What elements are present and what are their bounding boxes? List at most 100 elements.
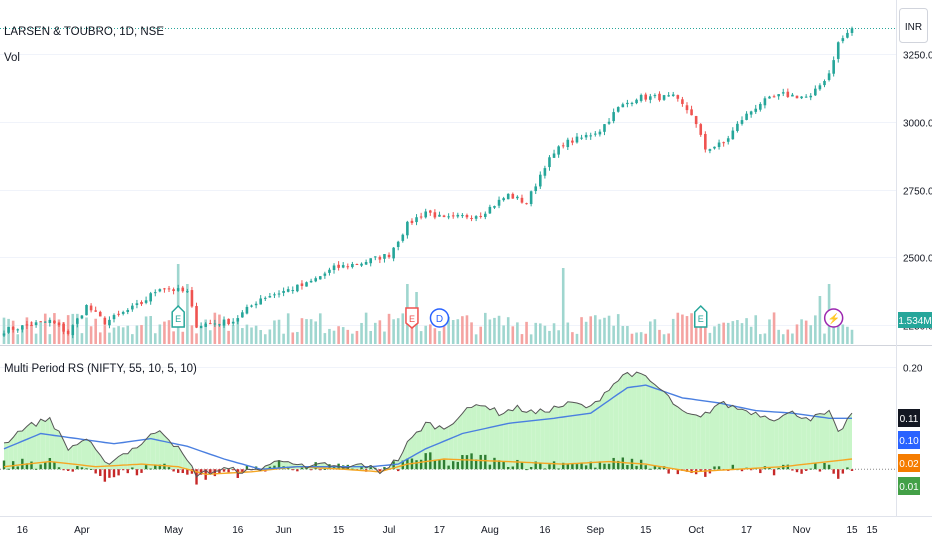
volume-bar [186, 284, 189, 344]
volume-bar [598, 319, 602, 344]
histogram-bar [209, 469, 212, 473]
candle-body [561, 145, 565, 147]
histogram-bar [158, 464, 162, 470]
volume-bar [53, 313, 56, 344]
candle-body [131, 305, 134, 310]
candle-body [814, 88, 817, 96]
histogram-bar [584, 465, 588, 470]
histogram-bar [48, 458, 52, 470]
candle-body [149, 293, 152, 302]
rs-fill-segment [169, 440, 174, 470]
histogram-bar [759, 469, 762, 474]
event-marker-earnings[interactable]: E [693, 304, 708, 328]
candle-body [94, 310, 97, 312]
event-marker-dividend[interactable]: D [429, 308, 450, 328]
candle-body [539, 174, 542, 187]
candle-body [300, 283, 304, 286]
rs-fill-segment [622, 372, 628, 470]
volume-bar [57, 319, 61, 344]
histogram-bar [823, 462, 826, 470]
rs-fill-segment [581, 404, 587, 470]
indicator-axis[interactable]: 0.20 0.11 0.10 0.02 0.01 [898, 364, 923, 496]
time-axis[interactable]: 16 Apr May 16 Jun 15 Jul 17 Aug 16 Sep 15 Oct 17 Nov 15… [17, 525, 878, 536]
volume-label[interactable]: Vol [4, 52, 20, 64]
volume-bar [337, 326, 340, 344]
histogram-bar [2, 460, 6, 470]
event-markers[interactable]: E E D E ⚡ [171, 304, 844, 329]
volume-bar [250, 327, 253, 344]
candle-body [158, 289, 162, 292]
event-marker-earnings[interactable]: E [171, 304, 185, 328]
last-value-badge-bg [898, 409, 920, 427]
volume-bar [465, 315, 469, 344]
time-tick-label: Jul [383, 525, 396, 536]
volume-bar [419, 331, 423, 344]
candle-body [520, 197, 524, 203]
volume-bar [163, 321, 166, 344]
candle-body [62, 323, 65, 332]
candle-body [676, 95, 680, 99]
candle-body [768, 96, 771, 99]
candle-body [406, 221, 409, 236]
candle-body [681, 99, 684, 104]
volume-bar [791, 333, 794, 344]
candle-body [534, 186, 538, 192]
histogram-bar [378, 469, 382, 473]
indicator-title[interactable]: Multi Period RS (NIFTY, 55, 10, 5, 10) [4, 363, 197, 375]
candle-body [89, 305, 93, 311]
rs-fill-segment [45, 417, 50, 470]
candle-body [685, 105, 689, 111]
candle-body [39, 321, 42, 323]
volume-bar [726, 322, 730, 344]
rs-fill-segment [146, 434, 151, 470]
candle-body [704, 133, 707, 150]
candle-body [717, 142, 721, 148]
rs-fill-segment [728, 405, 733, 470]
histogram-bar [319, 469, 322, 471]
last-value-badge: 0.10 [898, 431, 920, 449]
volume-bar [548, 330, 551, 344]
rs-fill-segment [599, 392, 605, 470]
volume-bar [291, 332, 295, 344]
histogram-bar [135, 469, 139, 476]
rs-fill-segment [91, 442, 96, 470]
candle-body [360, 263, 363, 266]
candle-body [754, 108, 758, 112]
candle-body [117, 313, 120, 315]
volume-bar [488, 319, 492, 344]
candle-body [671, 94, 675, 96]
event-marker-earnings[interactable]: E [405, 307, 419, 329]
candle-body [378, 256, 382, 260]
price-axis[interactable]: 2250.002500.002750.003000.003250.001.534… [898, 51, 932, 333]
volume-bar [392, 319, 395, 344]
rs-fill-segment [471, 404, 477, 470]
event-marker-split[interactable]: ⚡ [823, 308, 844, 328]
candle-body [373, 256, 377, 258]
volume-bar [814, 315, 817, 344]
histogram-bar [323, 468, 327, 470]
candle-body [172, 289, 175, 292]
candle-body [635, 99, 638, 104]
candle-body [740, 120, 744, 124]
histogram-bar [190, 469, 194, 474]
histogram-bar [199, 469, 203, 475]
candle-body [465, 215, 469, 218]
rs-indicator [2, 371, 854, 485]
rs-fill-segment [563, 401, 568, 470]
currency-button[interactable]: INR [899, 8, 928, 43]
rs-fill-segment [613, 380, 619, 470]
candle-body [204, 323, 207, 327]
candle-body [245, 306, 249, 314]
volume-bar [282, 333, 285, 344]
candle-body [736, 123, 739, 131]
candle-body [268, 296, 272, 298]
symbol-title[interactable]: LARSEN & TOUBRO, 1D, NSE [4, 26, 164, 38]
volume-bar [497, 315, 501, 344]
histogram-bar [667, 469, 670, 474]
rs-fill-segment [796, 416, 802, 470]
candle-body [369, 258, 373, 264]
candle-body [415, 217, 418, 223]
rs-fill-segment [132, 447, 137, 470]
volume-bar [809, 325, 813, 344]
volume-bar [43, 313, 47, 344]
